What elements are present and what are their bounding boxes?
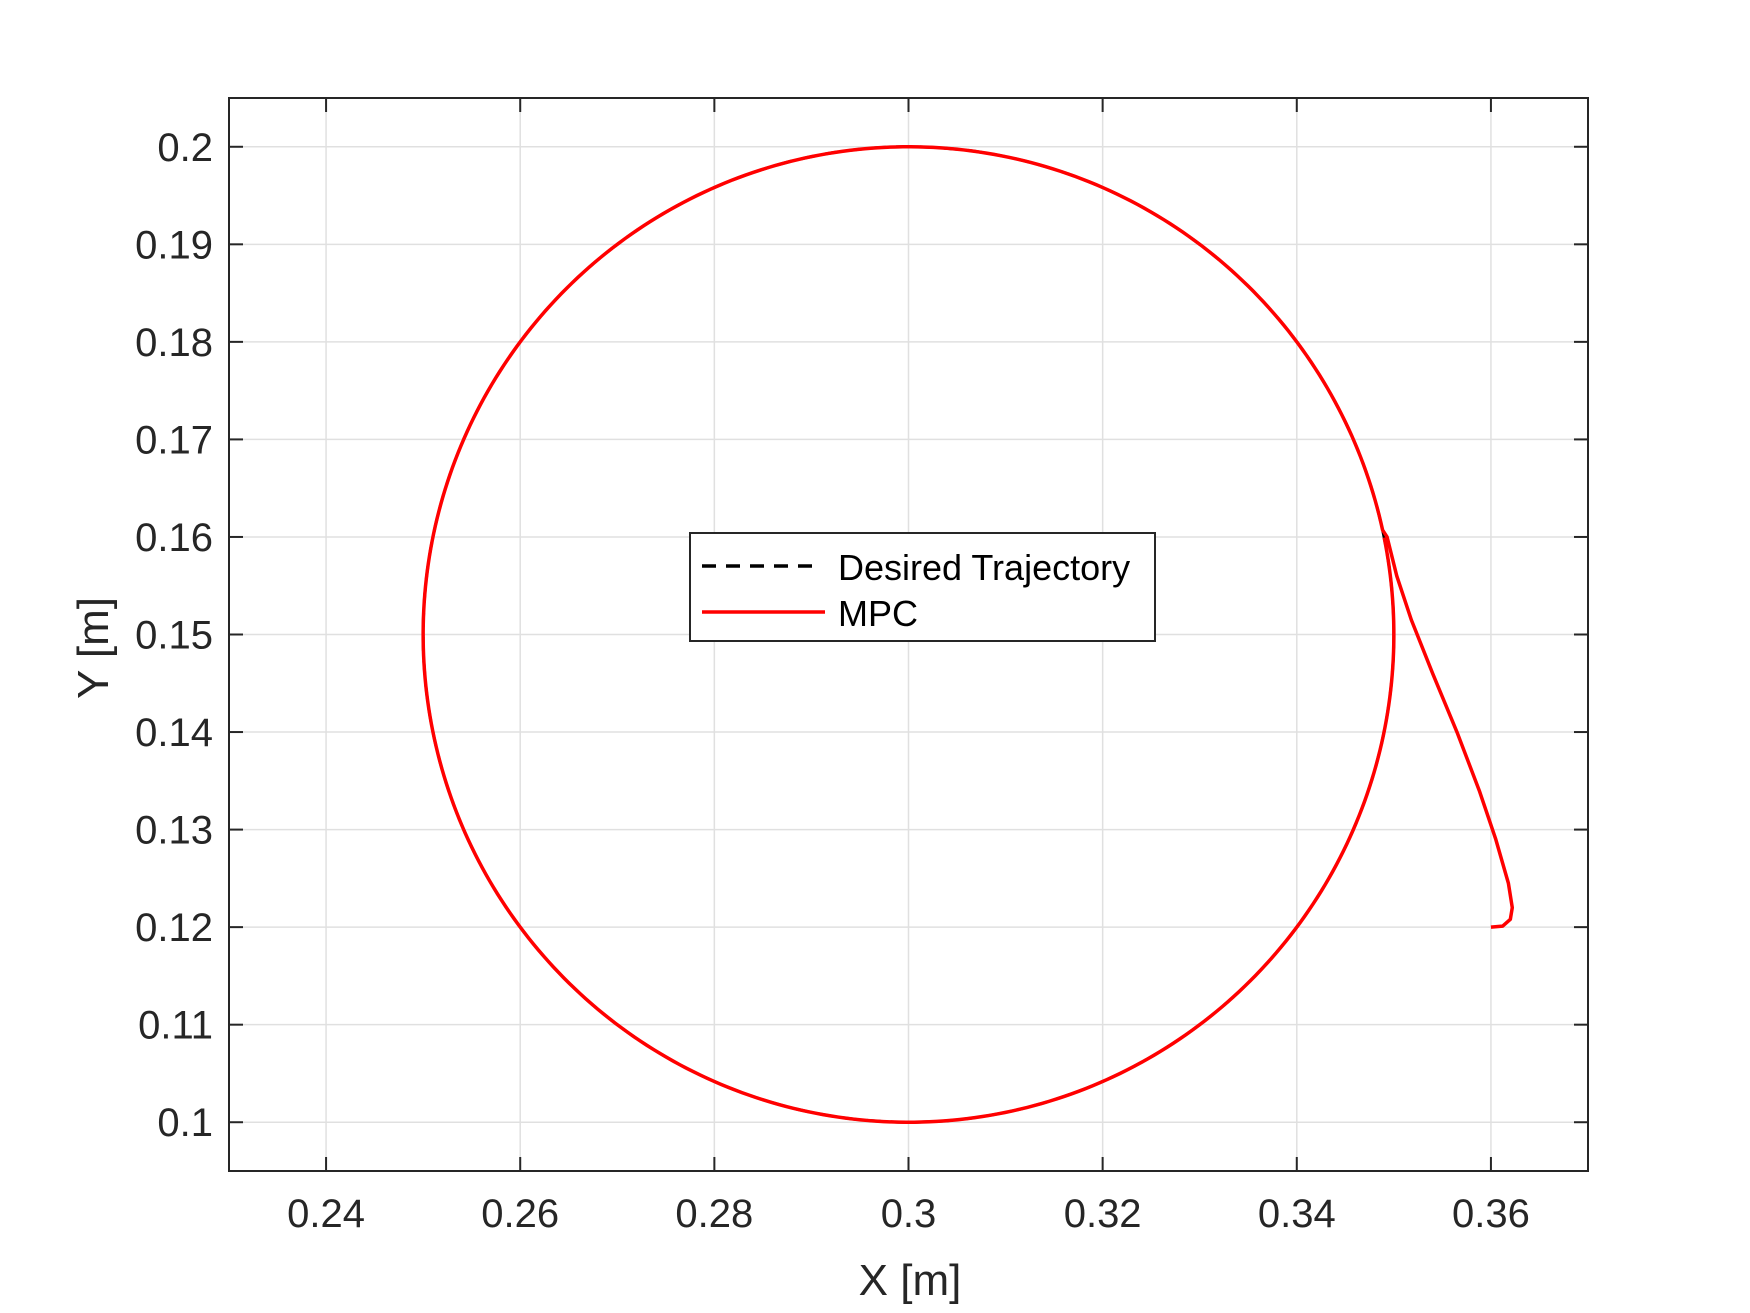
y-tick-label-10: 0.2 (157, 126, 213, 170)
y-tick-label-9: 0.19 (135, 223, 213, 267)
y-tick-label-0: 0.1 (157, 1101, 213, 1145)
legend-mpc-label: MPC (838, 593, 918, 634)
y-tick-label-7: 0.17 (135, 418, 213, 462)
legend-desired-label: Desired Trajectory (838, 547, 1130, 588)
x-tick-label-6: 0.36 (1452, 1192, 1530, 1236)
y-tick-label-4: 0.14 (135, 711, 213, 755)
y-tick-label-2: 0.12 (135, 906, 213, 950)
series-layer (421, 145, 1515, 1124)
x-tick-label-0: 0.24 (287, 1192, 365, 1236)
x-tick-label-5: 0.34 (1258, 1192, 1336, 1236)
series-mpc (421, 145, 1515, 1124)
y-tick-label-3: 0.13 (135, 809, 213, 853)
x-tick-label-1: 0.26 (481, 1192, 559, 1236)
legend-box (689, 532, 1156, 642)
axis-ticks (229, 98, 1588, 1171)
x-tick-label-3: 0.3 (881, 1192, 937, 1236)
y-tick-label-5: 0.15 (135, 614, 213, 658)
y-tick-label-8: 0.18 (135, 321, 213, 365)
x-tick-label-2: 0.28 (675, 1192, 753, 1236)
x-tick-labels: 0.24 0.26 0.28 0.3 0.32 0.34 0.36 (287, 1192, 1530, 1236)
x-axis-label: X [m] (859, 1256, 962, 1305)
legend: Desired Trajectory MPC (689, 532, 1156, 642)
y-tick-label-1: 0.11 (138, 1004, 213, 1048)
y-tick-labels: 0.1 0.11 0.12 0.13 0.14 0.15 0.16 0.17 0.18 0.19 0… (135, 126, 213, 1145)
y-tick-label-6: 0.16 (135, 516, 213, 560)
x-tick-label-4: 0.32 (1064, 1192, 1142, 1236)
y-axis-label: Y [m] (69, 597, 118, 699)
